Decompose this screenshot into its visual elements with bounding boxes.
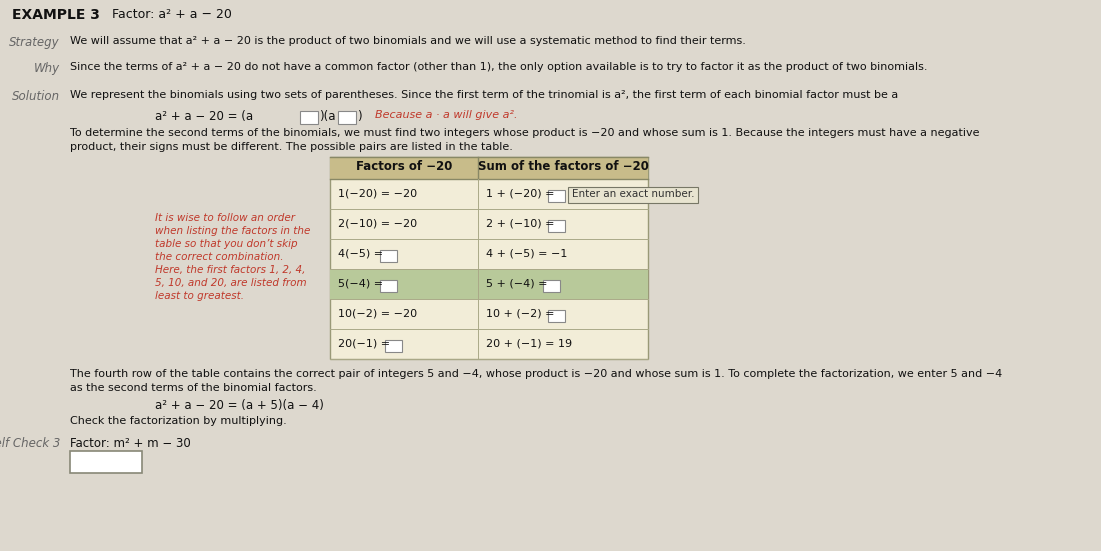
- Text: Since the terms of a² + a − 20 do not have a common factor (other than 1), the o: Since the terms of a² + a − 20 do not ha…: [70, 62, 927, 72]
- Text: Why: Why: [34, 62, 59, 75]
- Text: Enter an exact number.: Enter an exact number.: [573, 189, 695, 199]
- Text: when listing the factors in the: when listing the factors in the: [155, 226, 310, 236]
- Text: Here, the first factors 1, 2, 4,: Here, the first factors 1, 2, 4,: [155, 265, 305, 275]
- Bar: [299, 111, 318, 124]
- Text: 20 + (−1) = 19: 20 + (−1) = 19: [486, 339, 573, 349]
- Bar: [70, 451, 142, 473]
- Text: 1(−20) = −20: 1(−20) = −20: [338, 189, 417, 199]
- Text: It is wise to follow an order: It is wise to follow an order: [155, 213, 295, 223]
- Bar: [548, 220, 566, 232]
- Bar: [548, 310, 566, 322]
- Text: 4(−5) =: 4(−5) =: [338, 249, 386, 259]
- Text: Solution: Solution: [12, 90, 59, 103]
- Text: We represent the binomials using two sets of parentheses. Since the first term o: We represent the binomials using two set…: [70, 90, 898, 100]
- Bar: [338, 111, 356, 124]
- Text: 1 + (−20) =: 1 + (−20) =: [486, 189, 558, 199]
- Text: Strategy: Strategy: [10, 36, 59, 49]
- Bar: [568, 187, 698, 203]
- Text: least to greatest.: least to greatest.: [155, 291, 244, 301]
- Text: 20(−1) =: 20(−1) =: [338, 339, 394, 349]
- Text: 2(−10) = −20: 2(−10) = −20: [338, 219, 417, 229]
- Text: Self Check 3: Self Check 3: [0, 437, 59, 450]
- Text: Factors of −20: Factors of −20: [356, 160, 453, 173]
- Text: 10 + (−2) =: 10 + (−2) =: [486, 309, 558, 319]
- Text: 5, 10, and 20, are listed from: 5, 10, and 20, are listed from: [155, 278, 306, 288]
- Bar: [385, 340, 402, 352]
- Text: The fourth row of the table contains the correct pair of integers 5 and −4, whos: The fourth row of the table contains the…: [70, 369, 1002, 379]
- Text: Check the factorization by multiplying.: Check the factorization by multiplying.: [70, 416, 286, 426]
- Text: 4 + (−5) = −1: 4 + (−5) = −1: [486, 249, 567, 259]
- Text: 10(−2) = −20: 10(−2) = −20: [338, 309, 417, 319]
- Bar: [543, 280, 560, 292]
- Text: 5 + (−4) =: 5 + (−4) =: [486, 279, 550, 289]
- Text: product, their signs must be different. The possible pairs are listed in the tab: product, their signs must be different. …: [70, 142, 513, 152]
- Text: Factor: a² + a − 20: Factor: a² + a − 20: [112, 8, 232, 21]
- Text: Factor: m² + m − 30: Factor: m² + m − 30: [70, 437, 190, 450]
- Text: 5(−4) =: 5(−4) =: [338, 279, 386, 289]
- Text: Sum of the factors of −20: Sum of the factors of −20: [478, 160, 648, 173]
- Text: a² + a − 20 = (a + 5)(a − 4): a² + a − 20 = (a + 5)(a − 4): [155, 399, 324, 412]
- Bar: [330, 157, 648, 179]
- Text: table so that you don’t skip: table so that you don’t skip: [155, 239, 297, 249]
- Bar: [330, 157, 648, 359]
- Text: 2 + (−10) =: 2 + (−10) =: [486, 219, 558, 229]
- Text: as the second terms of the binomial factors.: as the second terms of the binomial fact…: [70, 383, 317, 393]
- Text: the correct combination.: the correct combination.: [155, 252, 283, 262]
- Bar: [380, 250, 396, 262]
- Text: ): ): [357, 110, 361, 123]
- Text: We will assume that a² + a − 20 is the product of two binomials and we will use : We will assume that a² + a − 20 is the p…: [70, 36, 745, 46]
- Bar: [380, 280, 396, 292]
- Text: a² + a − 20 = (a: a² + a − 20 = (a: [155, 110, 253, 123]
- Text: )(a: )(a: [319, 110, 336, 123]
- Bar: [548, 190, 566, 202]
- Bar: [330, 269, 648, 299]
- Text: Because a · a will give a².: Because a · a will give a².: [375, 110, 517, 120]
- Text: EXAMPLE 3: EXAMPLE 3: [12, 8, 100, 22]
- Text: To determine the second terms of the binomials, we must find two integers whose : To determine the second terms of the bin…: [70, 128, 980, 138]
